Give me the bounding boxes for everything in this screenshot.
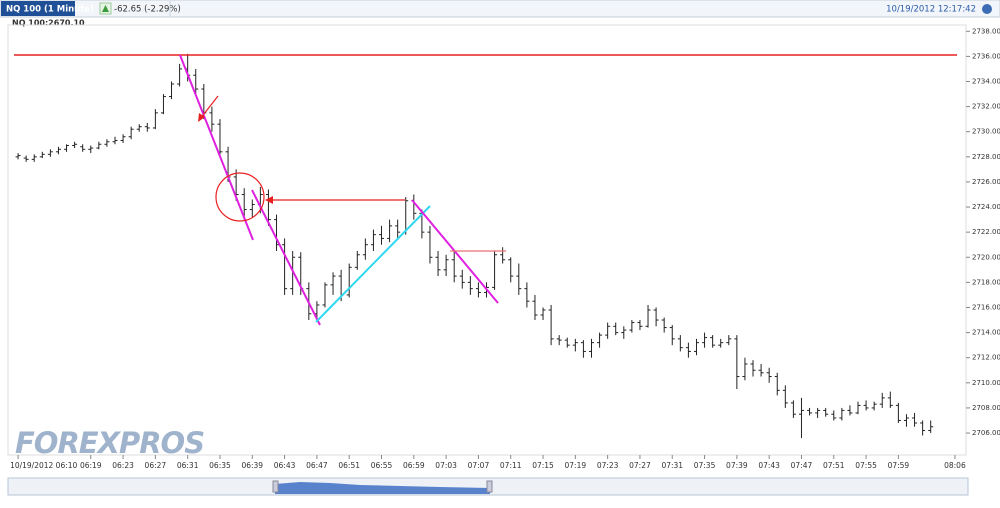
- menu-icon[interactable]: [982, 4, 992, 14]
- y-tick-label: 2736.00: [972, 52, 1000, 60]
- navigator-handle[interactable]: [486, 480, 493, 493]
- y-tick-label: 2722.00: [972, 228, 1000, 236]
- y-tick-label: 2738.00: [972, 27, 1000, 35]
- x-tick-label: 07:19: [565, 461, 587, 470]
- navigator-handle[interactable]: [272, 480, 279, 493]
- y-tick-label: 2728.00: [972, 153, 1000, 161]
- x-tick-label: 07:51: [823, 461, 845, 470]
- x-tick-label: 07:03: [435, 461, 457, 470]
- x-tick-label: 06:59: [403, 461, 425, 470]
- x-tick-label: 07:07: [468, 461, 490, 470]
- arrowhead: [265, 196, 273, 204]
- y-tick-label: 2716.00: [972, 303, 1000, 311]
- title-box: [1, 1, 75, 16]
- x-tick-label: 06:55: [371, 461, 393, 470]
- x-tick-label: 06:43: [274, 461, 296, 470]
- y-tick-label: 2732.00: [972, 103, 1000, 111]
- arrow-icon: [102, 5, 109, 12]
- y-tick-label: 2734.00: [972, 77, 1000, 85]
- x-tick-label: 06:47: [306, 461, 328, 470]
- arrowhead: [198, 113, 205, 122]
- plot-frame: [7, 24, 967, 456]
- x-tick-label: 07:55: [855, 461, 877, 470]
- arrow: [199, 95, 219, 120]
- title: NQ 100 (1 Minute): [6, 5, 94, 15]
- y-tick-label: 2726.00: [972, 178, 1000, 186]
- y-tick-label: 2706.00: [972, 429, 1000, 437]
- x-tick-label: 07:27: [629, 461, 651, 470]
- annotations: [14, 54, 957, 326]
- x-tick-label: 06:39: [241, 461, 263, 470]
- subtitle: NQ 100:2670.10: [12, 19, 85, 28]
- x-tick-label: 08:06: [944, 461, 966, 470]
- x-tick-label: 07:59: [888, 461, 910, 470]
- trend-line: [179, 54, 254, 241]
- x-tick-label: 07:43: [758, 461, 780, 470]
- navigator-area: [275, 482, 490, 494]
- x-tick-label: 06:27: [145, 461, 167, 470]
- x-tick-label: 07:47: [791, 461, 813, 470]
- x-tick-label: 07:23: [597, 461, 619, 470]
- watermark: FOREXPROS: [15, 426, 204, 460]
- x-tick-label: 06:23: [112, 461, 134, 470]
- y-tick-label: 2712.00: [972, 354, 1000, 362]
- y-tick-label: 2718.00: [972, 278, 1000, 286]
- x-tick-label: 06:35: [209, 461, 231, 470]
- y-tick-label: 2724.00: [972, 203, 1000, 211]
- x-tick-label: 10/19/2012 06:10: [10, 461, 77, 470]
- header-bar: [0, 0, 1000, 18]
- y-tick-label: 2720.00: [972, 253, 1000, 261]
- x-tick-label: 06:31: [177, 461, 199, 470]
- x-tick-label: 07:31: [661, 461, 683, 470]
- trend-line: [315, 205, 431, 323]
- y-tick-label: 2710.00: [972, 379, 1000, 387]
- y-tick-label: 2708.00: [972, 404, 1000, 412]
- x-tick-label: 07:39: [726, 461, 748, 470]
- x-tick-label: 07:11: [500, 461, 522, 470]
- x-tick-label: 07:15: [532, 461, 554, 470]
- x-tick-label: 06:19: [80, 461, 102, 470]
- y-tick-label: 2714.00: [972, 329, 1000, 337]
- change: -62.65 (-2.29%): [114, 5, 181, 15]
- trend-line: [251, 189, 321, 326]
- y-tick-label: 2730.00: [972, 128, 1000, 136]
- x-tick-label: 06:51: [338, 461, 360, 470]
- timestamp: 10/19/2012 12:17:42: [886, 5, 976, 15]
- x-tick-label: 07:35: [694, 461, 716, 470]
- marks: [15, 53, 934, 439]
- highlight-circle: [215, 172, 265, 222]
